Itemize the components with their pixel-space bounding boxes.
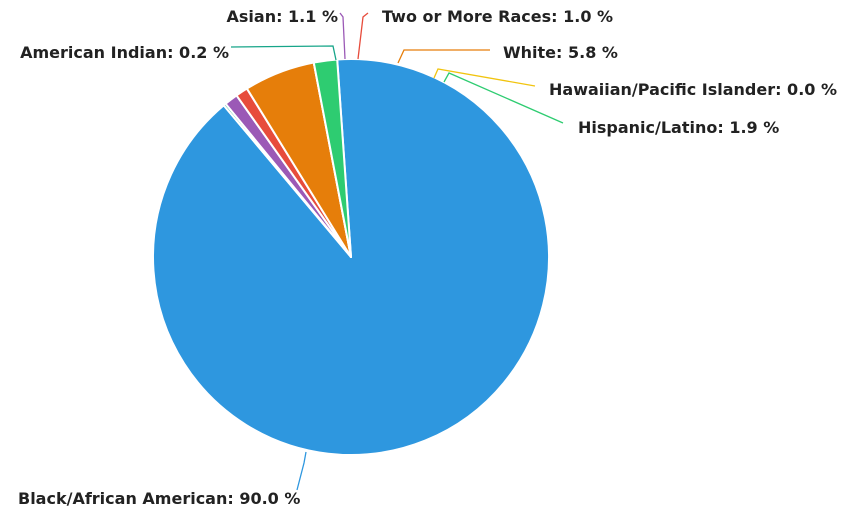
slice-label-hawaiian-pacific-islander: Hawaiian/Pacific Islander: 0.0 % (549, 80, 837, 99)
leader-line-black-african-american (296, 451, 307, 491)
pie-slice-hispanic-latino[interactable] (312, 58, 352, 258)
leader-line-hispanic-latino (443, 72, 564, 124)
pie-slices (152, 58, 550, 456)
slice-label-black-african-american: Black/African American: 90.0 % (18, 489, 300, 508)
slice-labels: Black/African American: 90.0 % American I… (18, 7, 837, 508)
slice-label-two-or-more-races: Two or More Races: 1.0 % (382, 7, 613, 26)
leader-line-two-or-more-races (357, 12, 369, 60)
leader-line-american-indian (230, 45, 337, 61)
slice-label-white: White: 5.8 % (503, 43, 618, 62)
leader-line-hawaiian-pacific-islander (433, 68, 536, 87)
slice-label-american-indian: American Indian: 0.2 % (20, 43, 229, 62)
slice-label-hispanic-latino: Hispanic/Latino: 1.9 % (578, 118, 779, 137)
leader-line-asian (339, 12, 346, 60)
label-leader-lines (230, 12, 564, 491)
slice-label-asian: Asian: 1.1 % (227, 7, 339, 26)
leader-line-white (397, 49, 490, 64)
